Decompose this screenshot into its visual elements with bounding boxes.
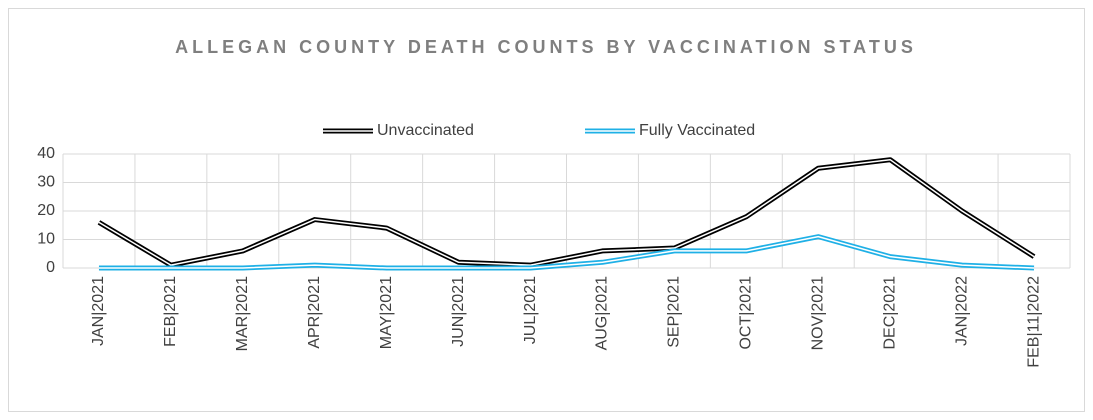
x-tick-label: DEC|2021 xyxy=(881,276,898,350)
x-tick-label: JUL|2021 xyxy=(522,276,539,344)
chart-border xyxy=(8,8,1085,412)
x-tick-label: JUN|2021 xyxy=(450,276,467,347)
x-tick-label: FEB|2021 xyxy=(162,276,179,347)
y-tick-label: 20 xyxy=(37,202,55,219)
y-tick-label: 10 xyxy=(37,231,55,248)
series-line-inner xyxy=(98,158,1035,266)
x-tick-label: SEP|2021 xyxy=(666,276,683,348)
chart-title: ALLEGAN COUNTY DEATH COUNTS BY VACCINATI… xyxy=(175,37,917,57)
x-tick-label: APR|2021 xyxy=(306,276,323,349)
legend-label: Fully Vaccinated xyxy=(639,122,755,139)
y-tick-label: 40 xyxy=(37,145,55,162)
x-tick-label: FEB|11|2022 xyxy=(1025,276,1042,368)
x-tick-label: OCT|2021 xyxy=(738,276,755,350)
y-tick-label: 0 xyxy=(46,259,55,276)
series-line-inner xyxy=(98,235,1035,269)
x-tick-label: JAN|2022 xyxy=(953,276,970,346)
x-tick-label: NOV|2021 xyxy=(809,276,826,351)
x-tick-label: JAN|2021 xyxy=(90,276,107,346)
x-tick-label: MAY|2021 xyxy=(378,276,395,349)
y-tick-label: 30 xyxy=(37,174,55,191)
x-tick-label: MAR|2021 xyxy=(234,276,251,351)
legend-label: Unvaccinated xyxy=(377,122,474,139)
x-tick-label: AUG|2021 xyxy=(594,276,611,351)
